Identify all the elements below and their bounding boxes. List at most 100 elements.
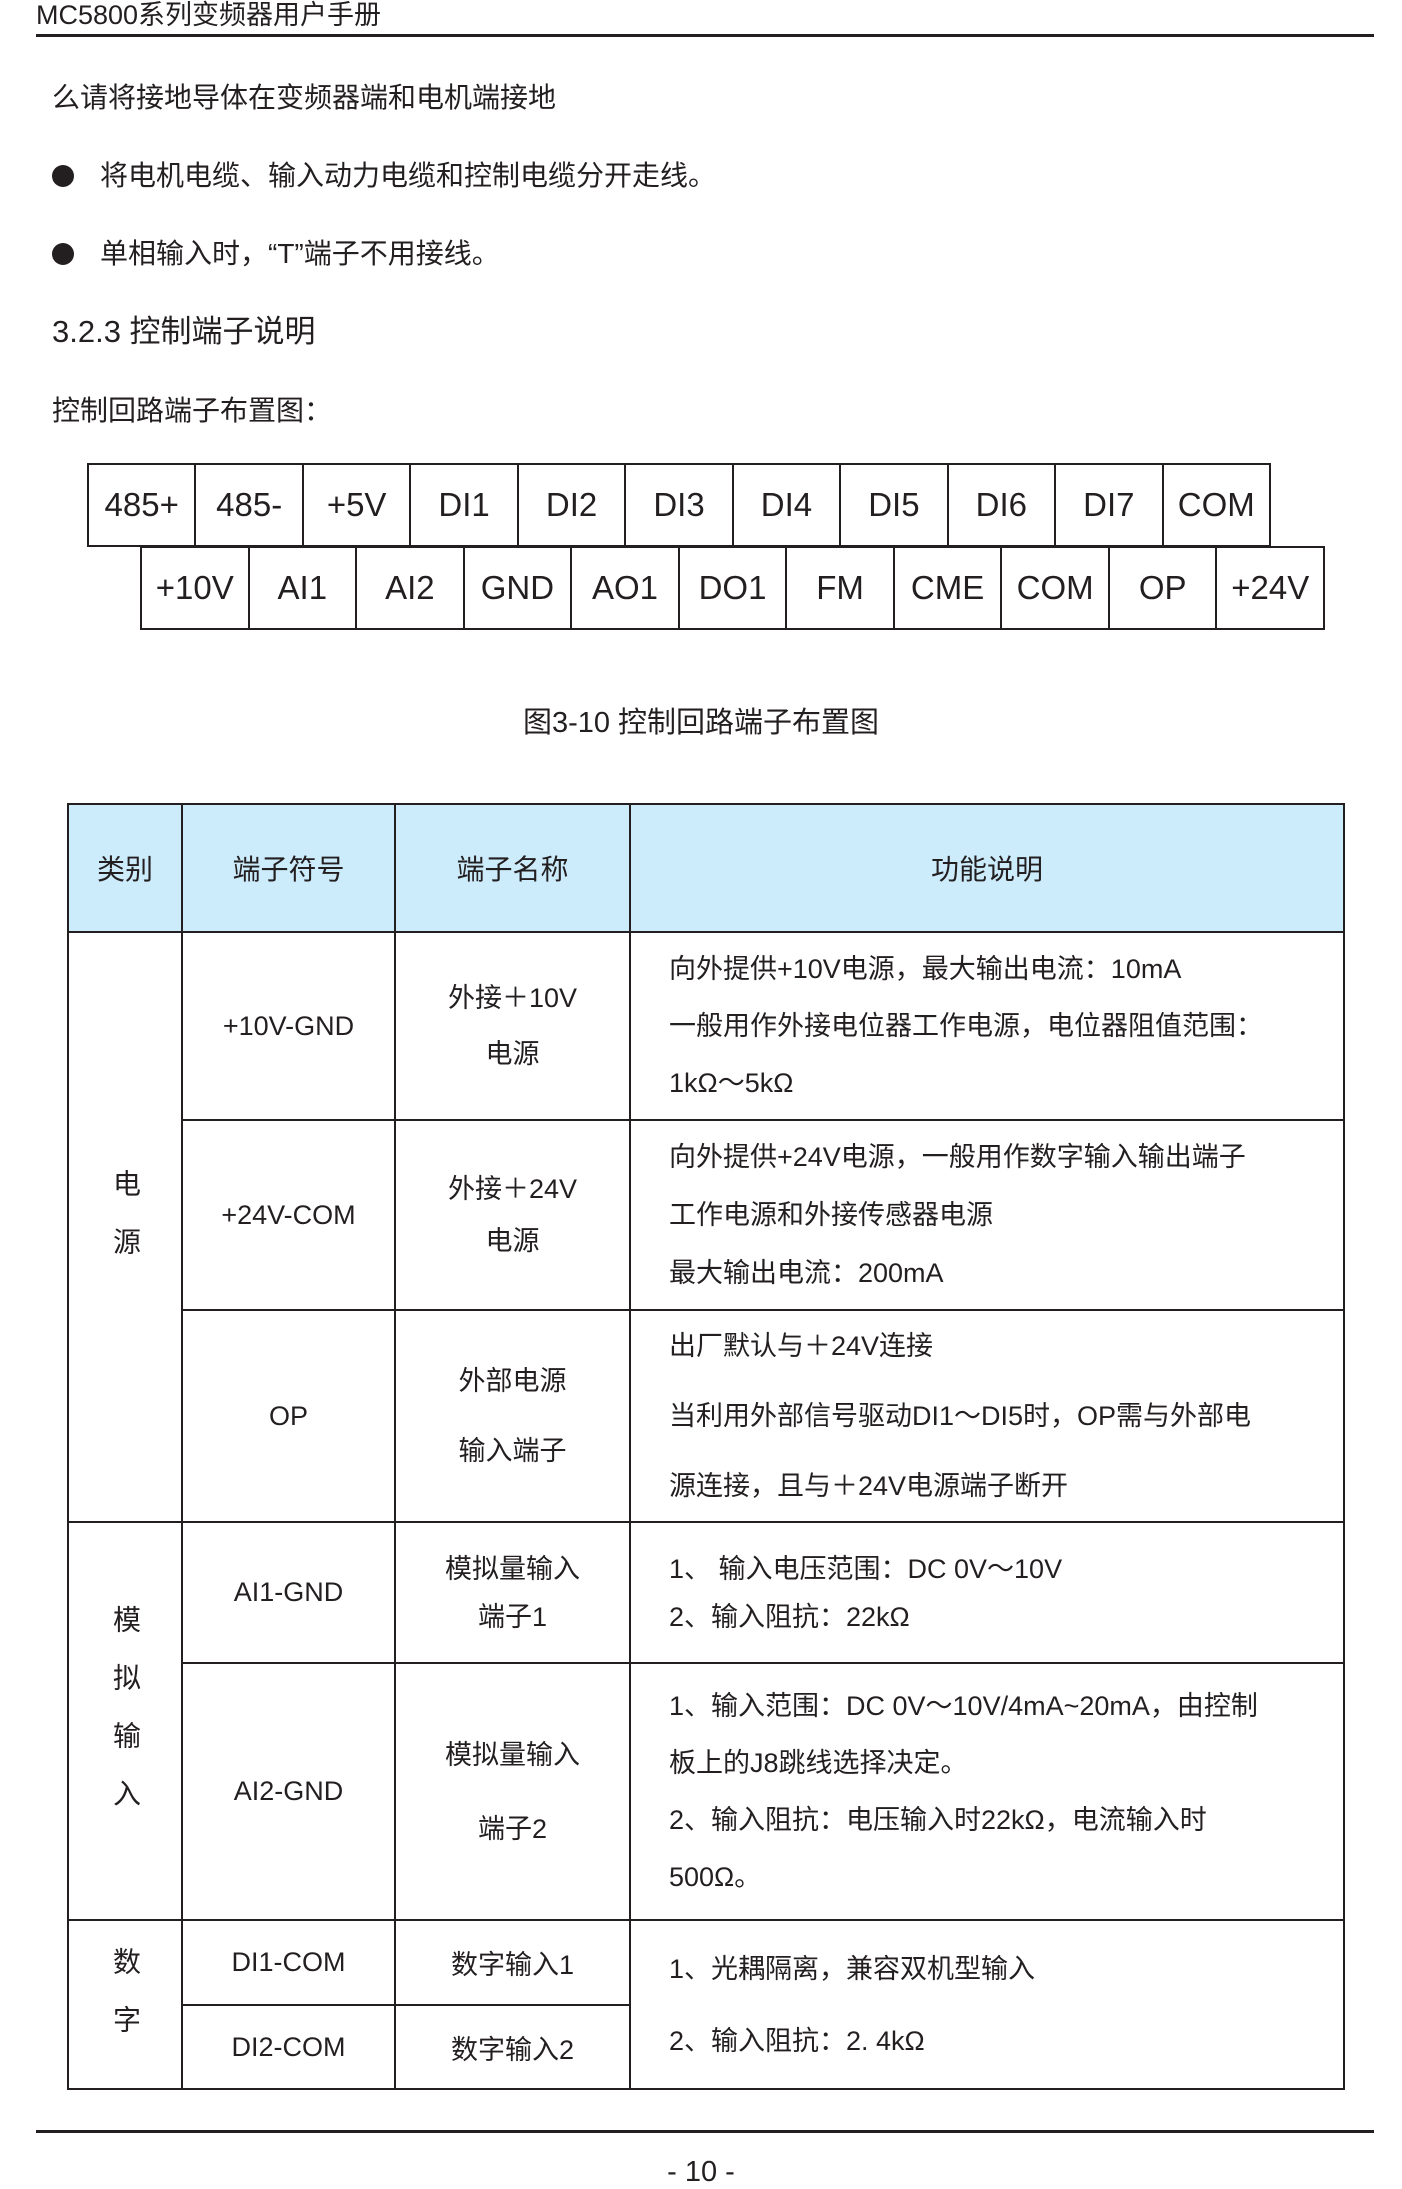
category-cell: 模拟输入 bbox=[67, 1521, 183, 1921]
symbol-cell: DI2-COM bbox=[181, 2004, 396, 2090]
desc-line: 1、输入范围：DC 0V～10V/4mA~20mA，由控制 bbox=[669, 1690, 1258, 1721]
terminal-label: DI5 bbox=[841, 465, 949, 545]
desc-line: 源连接，且与＋24V电源端子断开 bbox=[669, 1471, 1069, 1501]
symbol-cell: OP bbox=[181, 1309, 396, 1523]
terminal-label: DI3 bbox=[626, 465, 734, 545]
terminal-label: AO1 bbox=[572, 548, 680, 628]
desc-line: 2、输入阻抗：2. 4kΩ bbox=[669, 2025, 925, 2056]
header-function: 功能说明 bbox=[629, 803, 1345, 933]
desc-line: 500Ω。 bbox=[669, 1861, 762, 1892]
paragraph-line: 么请将接地导体在变频器端和电机端接地 bbox=[52, 82, 557, 113]
terminal-label: GND bbox=[465, 548, 573, 628]
footer-divider bbox=[36, 2130, 1374, 2133]
desc-line: 2、输入阻抗：22kΩ bbox=[669, 1601, 910, 1632]
table-row: 模拟输入 AI1-GND 模拟量输入 端子1 1、 输入电压范围：DC 0V～10… bbox=[67, 1521, 1345, 1921]
terminal-label: DO1 bbox=[680, 548, 788, 628]
name-cell: 外接＋10V 电源 bbox=[394, 931, 631, 1121]
terminal-label: FM bbox=[787, 548, 895, 628]
desc-cell: 1、 输入电压范围：DC 0V～10V 2、输入阻抗：22kΩ bbox=[629, 1521, 1345, 1664]
table-row: OP 外部电源输入端子 出厂默认与＋24V连接当利用外部信号驱动DI1～DI5时… bbox=[68, 1309, 1345, 1523]
bullet-icon bbox=[52, 165, 74, 187]
terminal-label: 485- bbox=[196, 465, 304, 545]
desc-line: 最大输出电流：200mA bbox=[669, 1258, 944, 1288]
category-cell: 数字 bbox=[67, 1919, 183, 2090]
desc-line: 向外提供+24V电源，一般用作数字输入输出端子 bbox=[669, 1142, 1246, 1172]
name-line: 电源 bbox=[485, 1226, 540, 1256]
terminal-label: AI2 bbox=[357, 548, 465, 628]
name-cell: 外部电源 输入端子 bbox=[394, 1309, 631, 1523]
category-power: 电源 bbox=[110, 1169, 141, 1285]
symbol-cell: +24V-COM bbox=[181, 1119, 396, 1311]
desc-line: 工作电源和外接传感器电源 bbox=[669, 1200, 993, 1230]
terminal-label: DI6 bbox=[949, 465, 1057, 545]
desc-line: 出厂默认与＋24V连接 bbox=[669, 1331, 934, 1361]
layout-label: 控制回路端子布置图： bbox=[52, 395, 333, 426]
terminal-row-top: 485+ 485- +5V DI1 DI2 DI3 DI4 DI5 DI6 DI7 COM bbox=[87, 463, 1271, 547]
name-cell: 数字输入1 bbox=[394, 1919, 631, 2006]
table-row: +24V-COM 外接＋24V 电源 向外提供+24V电源，一般用作数字输入输出端… bbox=[68, 1119, 1345, 1311]
terminal-label: DI2 bbox=[519, 465, 627, 545]
header-symbol: 端子符号 bbox=[181, 803, 396, 933]
table-row: AI2-GND 模拟量输入端子2 1、输入范围：DC 0V～10V/4mA~20… bbox=[68, 1662, 1345, 1921]
terminal-label: DI7 bbox=[1056, 465, 1164, 545]
desc-cell: 1、输入范围：DC 0V～10V/4mA~20mA，由控制 板上的J8跳线选择决定… bbox=[629, 1662, 1345, 1921]
name-line: 外接＋24V bbox=[447, 1174, 578, 1204]
terminal-label: +24V bbox=[1231, 569, 1310, 606]
category-digital: 数字 bbox=[110, 1946, 141, 2063]
desc-cell: 1、光耦隔离，兼容双机型输入 2、输入阻抗：2. 4kΩ bbox=[629, 1919, 1345, 2090]
desc-cell: 向外提供+24V电源，一般用作数字输入输出端子 工作电源和外接传感器电源 最大输出电… bbox=[629, 1119, 1345, 1311]
terminal-label: COM bbox=[1177, 486, 1255, 523]
desc-line: 向外提供+10V电源，最大输出电流：10mA bbox=[669, 953, 1182, 984]
category-cell: 电源 bbox=[67, 931, 183, 1523]
desc-line: 板上的J8跳线选择决定。 bbox=[669, 1747, 968, 1778]
terminal-label: DI4 bbox=[734, 465, 842, 545]
page-number: - 10 - bbox=[667, 2156, 735, 2188]
terminal-row-bottom: +10V AI1 AI2 GND AO1 DO1 FM CME COM OP +24V bbox=[140, 546, 1325, 630]
desc-line: 1、 输入电压范围：DC 0V～10V bbox=[669, 1553, 1063, 1584]
terminal-label: OP bbox=[1110, 548, 1218, 628]
name-line: 外接＋10V bbox=[447, 983, 578, 1013]
name-cell: 外接＋24V 电源 bbox=[394, 1119, 631, 1311]
document-header-title: MC5800系列变频器用户手册 bbox=[36, 0, 382, 30]
terminal-label: DI1 bbox=[411, 465, 519, 545]
section-heading: 3.2.3 控制端子说明 bbox=[52, 314, 316, 349]
header-category: 类别 bbox=[67, 803, 183, 933]
category-analog-input: 模拟输入 bbox=[110, 1605, 141, 1837]
symbol-cell: AI2-GND bbox=[181, 1662, 396, 1921]
table-row: DI2-COM 数字输入2 bbox=[68, 2004, 1344, 2090]
desc-line: 1kΩ～5kΩ bbox=[669, 1067, 794, 1098]
symbol-cell: DI1-COM bbox=[181, 1919, 396, 2006]
name-line: 电源 bbox=[485, 1039, 540, 1069]
name-cell: 模拟量输入端子2 bbox=[394, 1662, 631, 1921]
terminal-label: +10V bbox=[142, 548, 250, 628]
table-header-row: 类别 端子符号 端子名称 功能说明 bbox=[67, 803, 1345, 933]
terminal-label: +5V bbox=[304, 465, 412, 545]
terminal-spec-table: 类别 端子符号 端子名称 功能说明 电源 +10V-GND 外接＋10V 电源 向… bbox=[67, 803, 1345, 2090]
name-line: 端子1 bbox=[477, 1601, 548, 1632]
desc-line: 2、输入阻抗：电压输入时22kΩ，电流输入时 bbox=[669, 1804, 1207, 1835]
terminal-label: COM bbox=[1002, 548, 1110, 628]
header-name: 端子名称 bbox=[394, 803, 631, 933]
terminal-label: AI1 bbox=[250, 548, 358, 628]
symbol-cell: AI1-GND bbox=[181, 1521, 396, 1664]
table-row: 数字 DI1-COM 数字输入1 1、光耦隔离，兼容双机型输入 2、输入阻抗：2.… bbox=[67, 1919, 1345, 2090]
header-divider bbox=[36, 34, 1374, 37]
name-line: 外部电源 bbox=[458, 1366, 567, 1396]
name-cell: 模拟量输入端子1 bbox=[394, 1521, 631, 1664]
bullet-icon bbox=[52, 243, 74, 265]
bullet-item: 单相输入时，“T”端子不用接线。 bbox=[100, 238, 500, 269]
name-line: 输入端子 bbox=[458, 1436, 567, 1466]
bullet-item: 将电机电缆、输入动力电缆和控制电缆分开走线。 bbox=[100, 160, 717, 191]
desc-line: 1、光耦隔离，兼容双机型输入 bbox=[669, 1953, 1036, 1984]
figure-caption: 图3-10 控制回路端子布置图 bbox=[522, 707, 880, 739]
desc-cell: 向外提供+10V电源，最大输出电流：10mA 一般用作外接电位器工作电源，电位器阻… bbox=[629, 931, 1345, 1121]
name-line: 模拟量输入 bbox=[445, 1739, 580, 1770]
name-line: 端子2 bbox=[477, 1813, 548, 1844]
symbol-cell: +10V-GND bbox=[181, 931, 396, 1121]
name-line: 模拟量输入 bbox=[445, 1553, 580, 1584]
desc-line: 当利用外部信号驱动DI1～DI5时，OP需与外部电 bbox=[669, 1401, 1252, 1431]
desc-line: 一般用作外接电位器工作电源，电位器阻值范围： bbox=[669, 1010, 1263, 1041]
terminal-label: 485+ bbox=[89, 465, 197, 545]
desc-cell: 出厂默认与＋24V连接当利用外部信号驱动DI1～DI5时，OP需与外部电 源连接，… bbox=[629, 1309, 1345, 1523]
table-row: 电源 +10V-GND 外接＋10V 电源 向外提供+10V电源，最大输出电流：1… bbox=[67, 931, 1345, 1523]
